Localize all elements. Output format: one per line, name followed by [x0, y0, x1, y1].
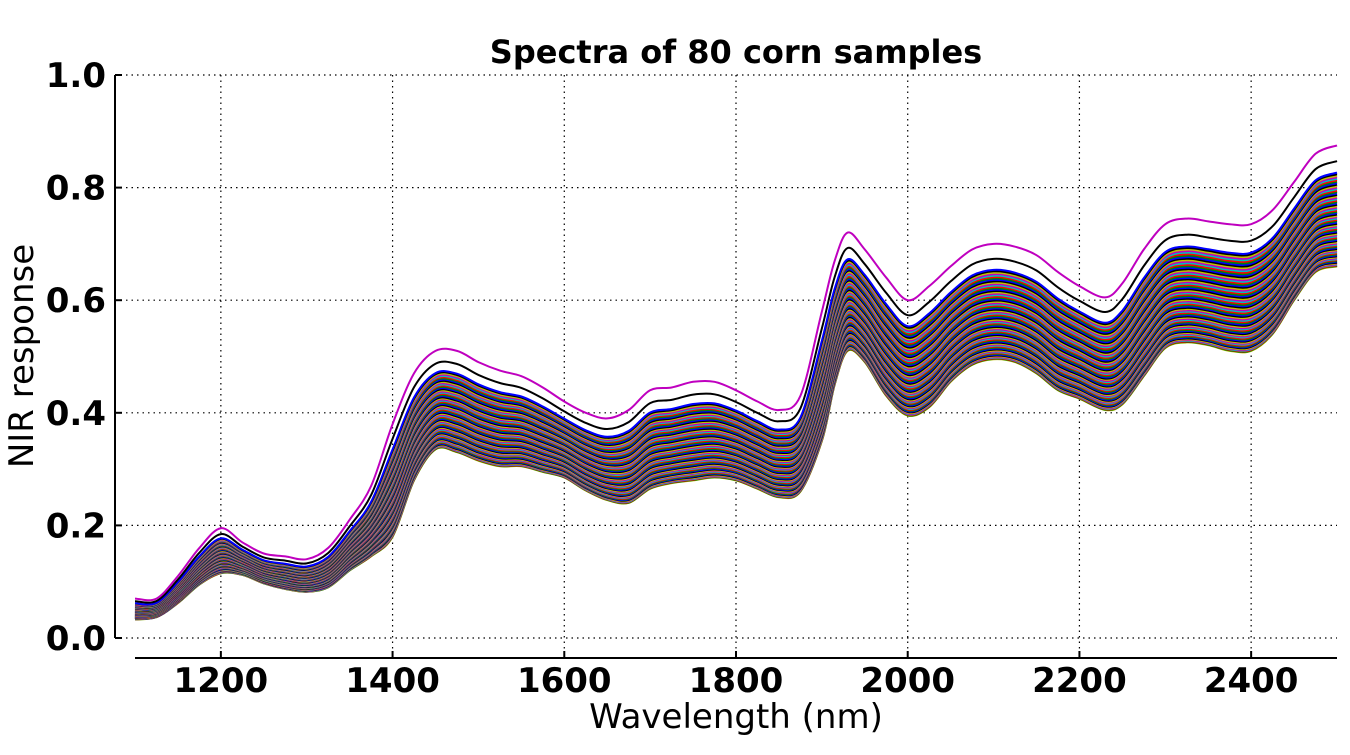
- spectrum-line: [134, 177, 1338, 607]
- y-axis-label: NIR response: [2, 244, 42, 468]
- axes: [114, 74, 1337, 659]
- y-tick-label: 0.0: [46, 619, 106, 659]
- spectrum-line: [134, 160, 1338, 604]
- x-tick-label: 2400: [1204, 661, 1299, 701]
- x-tick-label: 1800: [689, 661, 784, 701]
- y-tick-label: 1.0: [46, 56, 106, 96]
- y-tick-label: 0.6: [46, 281, 106, 321]
- spectrum-line: [134, 189, 1338, 609]
- x-tick-label: 1200: [174, 661, 269, 701]
- x-tick-label: 1600: [517, 661, 612, 701]
- x-tick-label: 1400: [345, 661, 440, 701]
- x-tick-label: 2000: [860, 661, 955, 701]
- y-tick-label: 0.2: [46, 506, 106, 546]
- x-axis-label: Wavelength (nm): [589, 697, 883, 737]
- chart-title: Spectra of 80 corn samples: [490, 33, 982, 71]
- tick-labels: 1200 1400 1600 1800 2000 2200 2400 0.0 0.2 0.4 0.6…: [46, 56, 1299, 701]
- spectrum-line: [134, 171, 1338, 606]
- y-tick-label: 0.4: [46, 394, 106, 434]
- series-lines: [134, 144, 1338, 621]
- spectrum-line: [134, 180, 1338, 607]
- x-tick-label: 2200: [1032, 661, 1127, 701]
- y-tick-label: 0.8: [46, 169, 106, 209]
- spectrum-line: [134, 179, 1338, 607]
- spectrum-line: [134, 144, 1338, 602]
